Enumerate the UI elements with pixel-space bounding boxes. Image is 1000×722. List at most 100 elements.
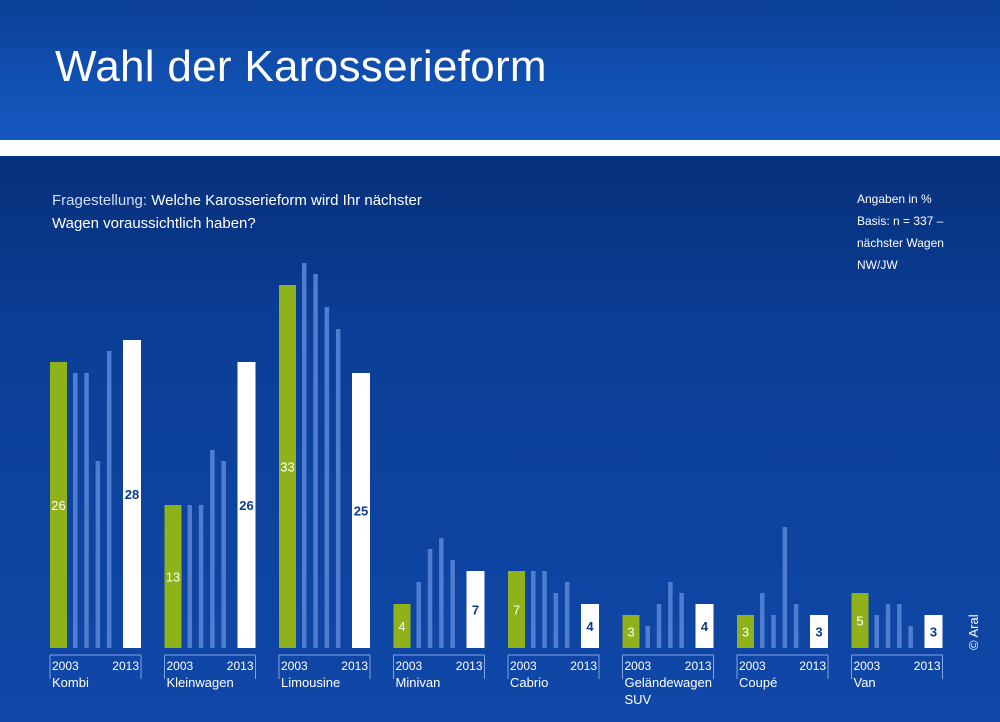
bar-geländewagen-suv-mid-2	[656, 604, 662, 648]
category-label: Cabrio	[510, 675, 548, 690]
year-tick-start: 2003	[396, 659, 423, 673]
year-tick-start: 2003	[510, 659, 537, 673]
bar-coupé-last-5	[810, 615, 828, 648]
year-tick-start: 2003	[625, 659, 652, 673]
question-body: Welche Karosserieform wird Ihr nächster …	[52, 192, 422, 232]
bar-geländewagen-suv-first-0	[622, 615, 640, 648]
year-tick-end: 2013	[341, 659, 368, 673]
year-tick-end: 2013	[799, 659, 826, 673]
bar-coupé-mid-1	[760, 593, 765, 648]
year-tick-start: 2003	[854, 659, 881, 673]
bar-van-last-5	[924, 615, 943, 648]
value-label-first: 7	[513, 603, 520, 618]
bar-kombi-mid-1	[73, 373, 78, 648]
bar-van-mid-2	[885, 604, 891, 648]
bar-limousine-mid-2	[313, 274, 318, 648]
bar-limousine-last-5	[352, 373, 370, 648]
bar-cabrio-last-5	[581, 604, 599, 648]
bar-kombi-mid-3	[95, 461, 101, 648]
note-basis: Basis: n = 337 –	[857, 214, 944, 228]
bar-van-first-0	[851, 593, 869, 648]
bar-coupé-mid-3	[782, 527, 788, 648]
value-label-first: 26	[51, 498, 65, 513]
bar-minivan-first-0	[393, 604, 411, 648]
bar-cabrio-first-0	[508, 571, 525, 648]
year-tick-end: 2013	[456, 659, 483, 673]
bar-cabrio-mid-4	[564, 582, 570, 648]
value-label-first: 5	[856, 614, 863, 629]
bar-kombi-first-0	[50, 362, 67, 648]
category-label: Kombi	[52, 675, 89, 690]
value-label-last: 26	[239, 498, 253, 513]
year-tick-end: 2013	[227, 659, 254, 673]
note-unit: Angaben in %	[857, 192, 932, 206]
bar-kleinwagen-last-5	[237, 362, 256, 648]
bar-van-mid-3	[897, 604, 902, 648]
value-label-first: 33	[280, 460, 294, 475]
note-segment: NW/JW	[857, 258, 898, 272]
category-label: Van	[854, 675, 876, 690]
year-tick-start: 2003	[739, 659, 766, 673]
bar-van-mid-4	[908, 626, 913, 648]
bar-cabrio-mid-3	[553, 593, 559, 648]
bar-geländewagen-suv-mid-3	[668, 582, 673, 648]
bar-limousine-mid-3	[324, 307, 330, 648]
value-label-first: 3	[742, 625, 749, 640]
year-tick-start: 2003	[52, 659, 79, 673]
question-text: Fragestellung: Welche Karosserieform wir…	[52, 189, 432, 235]
bar-kleinwagen-mid-2	[198, 505, 204, 648]
note-basis-detail: nächster Wagen	[857, 236, 944, 250]
category-label: Limousine	[281, 675, 340, 690]
bar-cabrio-mid-1	[531, 571, 536, 648]
bar-geländewagen-suv-mid-1	[645, 626, 650, 648]
year-tick-start: 2003	[167, 659, 194, 673]
bar-limousine-mid-1	[302, 263, 307, 648]
bar-minivan-last-5	[466, 571, 485, 648]
copyright-label: © Aral	[966, 614, 981, 650]
bar-van-mid-1	[874, 615, 879, 648]
value-label-last: 28	[125, 487, 139, 502]
category-label: Coupé	[739, 675, 777, 690]
bar-kleinwagen-first-0	[164, 505, 182, 648]
year-tick-end: 2013	[112, 659, 139, 673]
bar-kleinwagen-mid-3	[210, 450, 215, 648]
category-label: SUV	[625, 692, 652, 707]
bar-coupé-first-0	[737, 615, 754, 648]
bar-kombi-mid-4	[106, 351, 112, 648]
bar-minivan-mid-4	[450, 560, 455, 648]
bar-minivan-mid-2	[427, 549, 433, 648]
bar-minivan-mid-1	[416, 582, 421, 648]
bar-coupé-mid-4	[793, 604, 799, 648]
bar-minivan-mid-3	[439, 538, 444, 648]
data-note: Angaben in % Basis: n = 337 – nächster W…	[857, 188, 987, 276]
value-label-last: 4	[586, 619, 594, 634]
value-label-last: 7	[472, 603, 479, 618]
question-label: Fragestellung:	[52, 192, 148, 209]
bar-geländewagen-suv-last-5	[695, 604, 714, 648]
category-label: Kleinwagen	[167, 675, 234, 690]
bar-coupé-mid-2	[771, 615, 776, 648]
value-label-last: 3	[930, 625, 937, 640]
value-label-last: 4	[701, 619, 709, 634]
header-band: Wahl der Karosserieform	[0, 0, 1000, 140]
category-label: Geländewagen	[625, 675, 712, 690]
divider-band	[0, 140, 1000, 156]
year-tick-end: 2013	[570, 659, 597, 673]
bar-kleinwagen-mid-4	[221, 461, 226, 648]
value-label-first: 4	[398, 619, 405, 634]
bar-kleinwagen-mid-1	[187, 505, 192, 648]
page-title: Wahl der Karosserieform	[55, 42, 547, 91]
year-tick-start: 2003	[281, 659, 308, 673]
bar-kombi-last-5	[123, 340, 141, 648]
bar-geländewagen-suv-mid-4	[679, 593, 684, 648]
bar-limousine-mid-4	[335, 329, 341, 648]
value-label-first: 3	[627, 625, 634, 640]
year-tick-end: 2013	[685, 659, 712, 673]
value-label-last: 25	[354, 504, 368, 519]
year-tick-end: 2013	[914, 659, 941, 673]
bar-cabrio-mid-2	[542, 571, 547, 648]
category-label: Minivan	[396, 675, 441, 690]
bar-kombi-mid-2	[84, 373, 89, 648]
bar-limousine-first-0	[279, 285, 296, 648]
